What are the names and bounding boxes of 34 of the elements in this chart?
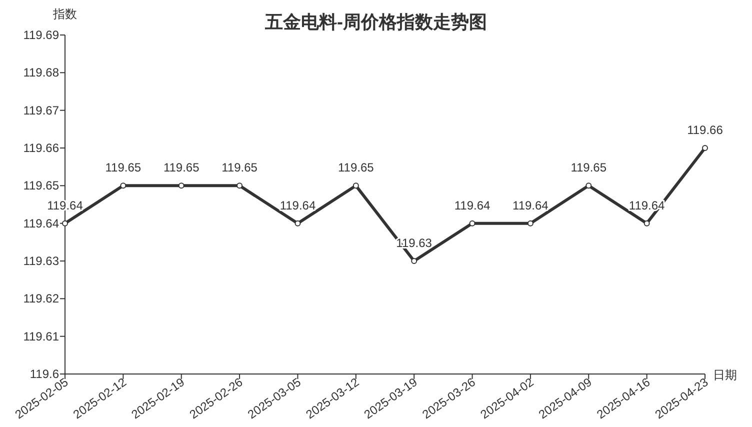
data-label: 119.65 xyxy=(105,160,142,175)
y-tick-label: 119.64 xyxy=(23,216,60,230)
point xyxy=(178,182,184,189)
point xyxy=(702,145,708,151)
point xyxy=(236,182,243,189)
y-tick-label: 119.6 xyxy=(30,367,60,381)
y-tick-label: 119.63 xyxy=(23,254,60,268)
y-tick-label: 119.62 xyxy=(23,292,60,306)
point xyxy=(120,182,126,189)
point xyxy=(411,258,418,264)
data-label: 119.65 xyxy=(163,160,200,175)
point xyxy=(469,220,476,226)
data-label: 119.65 xyxy=(338,160,374,175)
y-tick-label: 119.66 xyxy=(23,141,60,155)
y-tick-label: 119.68 xyxy=(23,66,60,80)
chart-title: 五金电料-周价格指数走势图 xyxy=(264,12,487,32)
point xyxy=(62,220,68,226)
y-tick-label: 119.61 xyxy=(23,329,60,344)
point xyxy=(644,220,650,226)
data-label: 119.64 xyxy=(280,198,316,212)
data-label: 119.65 xyxy=(570,160,607,175)
y-tick-label: 119.65 xyxy=(23,178,60,193)
point xyxy=(352,182,359,189)
data-label: 119.64 xyxy=(512,198,549,212)
y-axis-title: 指数 xyxy=(52,7,77,21)
data-label: 119.65 xyxy=(222,160,258,175)
data-label: 119.64 xyxy=(454,198,491,212)
y-tick-label: 119.67 xyxy=(23,103,60,118)
y-tick-label: 119.69 xyxy=(23,28,60,42)
data-label: 119.66 xyxy=(687,123,724,137)
point xyxy=(294,220,301,226)
point xyxy=(527,220,534,226)
point xyxy=(586,182,592,189)
x-axis-title: 日期 xyxy=(713,368,737,382)
